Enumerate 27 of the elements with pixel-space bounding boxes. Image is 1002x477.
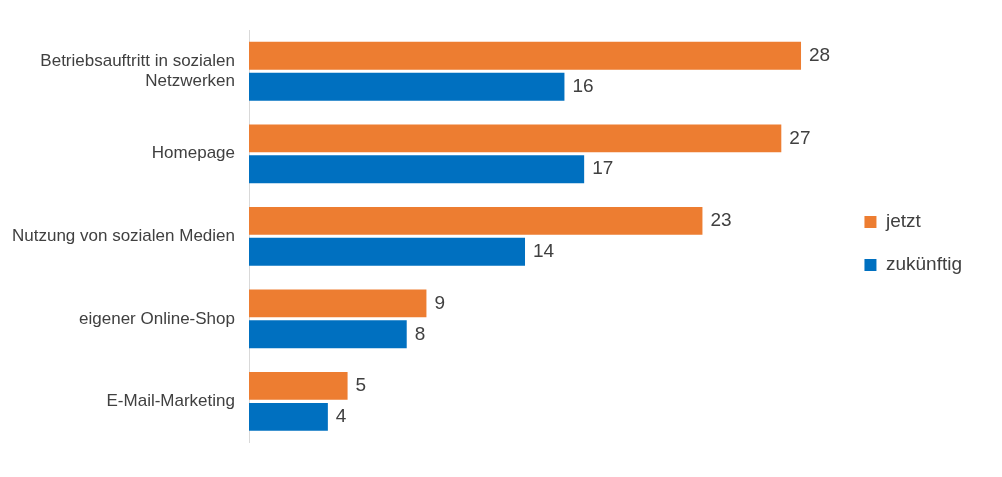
bar (249, 402, 328, 431)
y-tick-label: Nutzung von sozialen Medien (11, 225, 235, 245)
bar (249, 289, 427, 318)
bar (249, 206, 703, 235)
bar (249, 237, 526, 266)
data-label: 8 (414, 322, 426, 344)
bar (249, 41, 802, 70)
data-label: 4 (335, 405, 347, 427)
bar (249, 371, 348, 400)
data-label: 27 (789, 126, 811, 148)
data-label: 16 (572, 74, 594, 96)
bar (249, 72, 565, 101)
legend-label: zukünftig (885, 253, 962, 275)
data-label: 14 (533, 240, 555, 262)
bar (249, 155, 585, 184)
bar (249, 124, 782, 153)
data-label: 17 (592, 157, 614, 179)
data-label: 5 (355, 374, 367, 396)
data-label: 28 (809, 44, 831, 66)
y-tick-label: Betriebsauftritt in sozialen Netzwerken (40, 50, 235, 91)
y-tick-label: eigener Online-Shop (79, 308, 235, 328)
y-tick-label: Homepage (151, 143, 235, 163)
bar (249, 320, 407, 349)
data-label: 9 (434, 291, 446, 313)
data-label: 23 (710, 209, 732, 231)
y-tick-label: E-Mail-Marketing (106, 391, 235, 411)
legend-label: jetzt (884, 210, 922, 232)
